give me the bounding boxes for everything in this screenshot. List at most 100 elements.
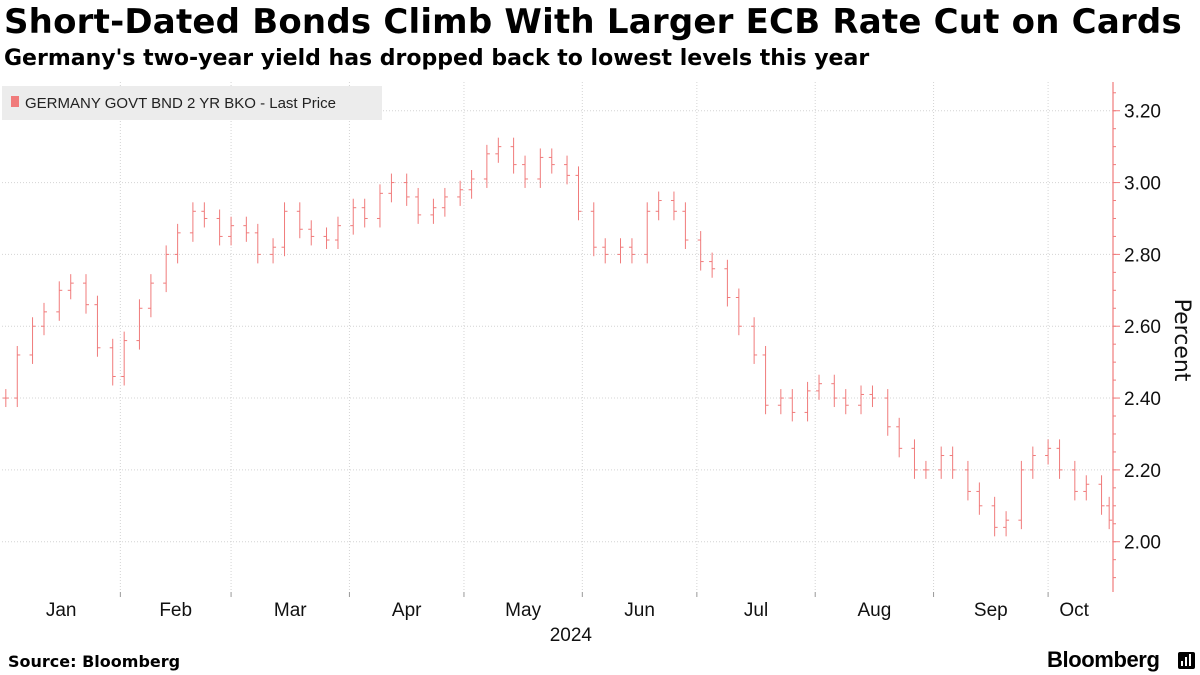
x-tick-label: Jun bbox=[624, 600, 655, 621]
legend: GERMANY GOVT BND 2 YR BKO - Last Price bbox=[2, 86, 382, 120]
price-bar bbox=[751, 317, 758, 364]
price-bar bbox=[109, 338, 116, 386]
y-tick-label: 2.80 bbox=[1124, 245, 1161, 266]
price-bar bbox=[361, 198, 368, 228]
price-bar bbox=[628, 238, 635, 264]
price-bar bbox=[1018, 460, 1025, 530]
price-bar bbox=[564, 155, 571, 185]
price-bar bbox=[136, 299, 143, 350]
price-bar bbox=[82, 274, 89, 314]
price-bar bbox=[590, 202, 597, 257]
price-bar bbox=[510, 137, 517, 174]
price-bar bbox=[483, 144, 490, 188]
price-bar bbox=[163, 245, 170, 293]
price-bar bbox=[201, 202, 208, 228]
price-bar bbox=[709, 252, 716, 278]
x-tick-label: May bbox=[505, 600, 541, 621]
price-bar bbox=[56, 281, 63, 321]
price-bar bbox=[388, 173, 395, 203]
price-bar bbox=[174, 223, 181, 264]
price-bar bbox=[1029, 446, 1036, 479]
price-bar bbox=[228, 216, 235, 246]
price-bar bbox=[617, 238, 624, 264]
price-bar bbox=[1071, 460, 1078, 501]
price-bar bbox=[121, 331, 128, 386]
y-tick-label: 3.00 bbox=[1124, 174, 1161, 195]
price-bar bbox=[40, 302, 47, 336]
price-bar bbox=[29, 317, 36, 364]
price-bar bbox=[334, 216, 341, 250]
x-tick-label: Jan bbox=[46, 600, 77, 621]
price-bar bbox=[189, 202, 196, 242]
price-bar bbox=[14, 345, 21, 408]
chart-title: Short-Dated Bonds Climb With Larger ECB … bbox=[4, 2, 1182, 42]
price-bar bbox=[735, 288, 742, 336]
price-bar bbox=[575, 166, 582, 221]
price-bar bbox=[1083, 475, 1090, 501]
legend-swatch bbox=[11, 96, 19, 107]
price-bar bbox=[789, 389, 796, 422]
x-tick-label: Sep bbox=[974, 600, 1008, 621]
gridlines bbox=[2, 82, 1113, 592]
price-bar bbox=[831, 374, 838, 408]
price-bar bbox=[991, 496, 998, 537]
price-bar bbox=[376, 184, 383, 228]
price-bars bbox=[2, 137, 1113, 537]
y-tick-label: 3.20 bbox=[1124, 102, 1161, 123]
price-bar bbox=[1045, 439, 1052, 465]
y-tick-label: 2.00 bbox=[1124, 533, 1161, 554]
price-bar bbox=[216, 209, 223, 246]
y-tick-label: 2.20 bbox=[1124, 461, 1161, 482]
chart: 2.00 2.20 2.40 2.60 2.80 3.00 3.20 Jan Feb Mar Ap… bbox=[2, 82, 1194, 646]
price-bar bbox=[537, 148, 544, 188]
bloomberg-logo-text: Bloomberg bbox=[1047, 647, 1160, 672]
price-bar bbox=[911, 439, 918, 479]
price-bar bbox=[1056, 439, 1063, 479]
price-bar bbox=[697, 231, 704, 271]
price-bar bbox=[2, 389, 9, 408]
price-bar bbox=[350, 198, 357, 235]
price-bar bbox=[869, 385, 876, 408]
price-bar bbox=[938, 446, 945, 479]
price-bar bbox=[147, 274, 154, 318]
price-bar bbox=[270, 238, 277, 264]
price-bar bbox=[308, 220, 315, 246]
price-bar bbox=[644, 202, 651, 264]
x-axis: Jan Feb Mar Apr May Jun Jul Aug Sep Oct 2024 bbox=[46, 592, 1090, 646]
source-note: Source: Bloomberg bbox=[8, 652, 181, 671]
price-bar bbox=[67, 274, 74, 300]
x-tick-label: Jul bbox=[744, 600, 768, 621]
x-tick-label: Aug bbox=[857, 600, 891, 621]
x-year-label: 2024 bbox=[550, 625, 593, 646]
price-bar bbox=[804, 381, 811, 422]
price-bar bbox=[403, 173, 410, 206]
price-bar bbox=[964, 460, 971, 501]
price-bar bbox=[457, 180, 464, 206]
price-bar bbox=[495, 137, 502, 163]
price-bar bbox=[1098, 475, 1105, 515]
price-bar bbox=[602, 238, 609, 264]
price-bar bbox=[522, 155, 529, 188]
price-bar bbox=[655, 191, 662, 221]
price-bar bbox=[94, 295, 101, 357]
x-tick-label: Feb bbox=[159, 600, 192, 621]
x-tick-label: Oct bbox=[1059, 600, 1089, 621]
price-bar bbox=[762, 345, 769, 415]
x-tick-label: Apr bbox=[392, 600, 422, 621]
y-tick-label: 2.40 bbox=[1124, 389, 1161, 410]
bloomberg-terminal-icon bbox=[1178, 652, 1195, 669]
y-axis-label: Percent bbox=[1169, 299, 1194, 382]
price-bar bbox=[896, 417, 903, 458]
price-bar bbox=[430, 198, 437, 224]
price-bar bbox=[724, 259, 731, 307]
price-bar bbox=[777, 389, 784, 415]
price-bar bbox=[468, 169, 475, 199]
price-bar bbox=[884, 389, 891, 436]
price-bar bbox=[922, 460, 929, 479]
legend-background bbox=[2, 86, 382, 120]
price-bar bbox=[296, 202, 303, 239]
price-bar bbox=[323, 227, 330, 250]
price-bar bbox=[281, 202, 288, 257]
price-bar bbox=[842, 389, 849, 415]
x-tick-label: Mar bbox=[274, 600, 307, 621]
